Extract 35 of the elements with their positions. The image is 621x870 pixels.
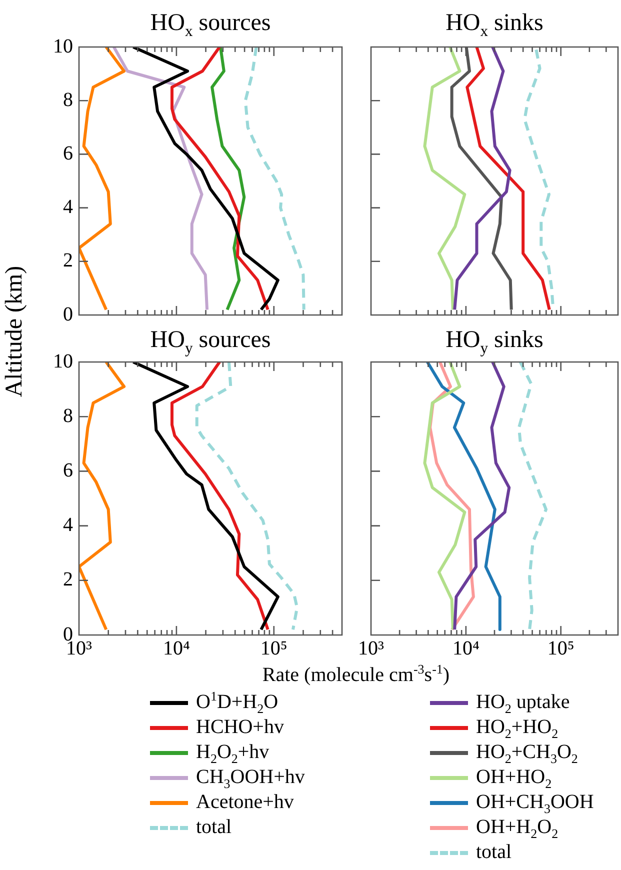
legend-label: O$^{1}$D+H$_{2}$O bbox=[196, 688, 278, 716]
legend-label: total bbox=[476, 841, 512, 863]
legend-label: HO$_{2}$ uptake bbox=[476, 691, 570, 716]
y-tick-label: 2 bbox=[63, 250, 73, 272]
y-tick-label: 8 bbox=[63, 88, 73, 111]
legend-label: HO$_{2}$+HO$_{2}$ bbox=[476, 716, 558, 741]
x-tick-label: 10⁵ bbox=[260, 637, 288, 660]
chart-title: HO$_{x}$ sources bbox=[149, 10, 272, 40]
legend-label: CH$_{3}$OOH+hv bbox=[196, 766, 305, 791]
y-tick-label: 4 bbox=[63, 514, 73, 536]
x-tick-label: 10³ bbox=[358, 637, 384, 660]
legend-label: OH+HO$_{2}$ bbox=[476, 766, 552, 791]
x-tick-label: 10⁴ bbox=[162, 637, 190, 660]
y-tick-label: 6 bbox=[63, 142, 73, 164]
legend-label: Acetone+hv bbox=[196, 791, 294, 813]
x-tick-label: 10⁵ bbox=[547, 637, 574, 660]
y-tick-label: 4 bbox=[63, 196, 73, 218]
y-tick-label: 8 bbox=[63, 404, 73, 427]
chart-title: HO$_{y}$ sources bbox=[149, 327, 272, 357]
x-tick-label: 10⁴ bbox=[452, 637, 480, 660]
x-axis-title: Rate (molecule cm$^{-3}$s$^{-1}$) bbox=[261, 661, 451, 687]
y-tick-label: 2 bbox=[63, 568, 73, 591]
y-tick-label: 6 bbox=[63, 459, 73, 482]
chart-title: HO$_{x}$ sinks bbox=[444, 10, 544, 40]
chart-title: HO$_{y}$ sinks bbox=[444, 327, 544, 357]
y-tick-label: 10 bbox=[53, 35, 73, 58]
y-tick-label: 10 bbox=[53, 350, 73, 372]
legend-label: HCHO+hv bbox=[196, 716, 284, 738]
legend-label: H$_{2}$O$_{2}$+hv bbox=[196, 741, 270, 766]
legend-label: HO$_{2}$+CH$_{3}$O$_{2}$ bbox=[476, 741, 578, 766]
y-tick-label: 0 bbox=[63, 303, 73, 326]
legend-label: OH+H$_{2}$O$_{2}$ bbox=[476, 816, 558, 841]
y-axis-title: Altitude (km) bbox=[2, 264, 28, 400]
legend-label: OH+CH$_{3}$OOH bbox=[476, 791, 594, 816]
legend-label: total bbox=[196, 816, 232, 838]
